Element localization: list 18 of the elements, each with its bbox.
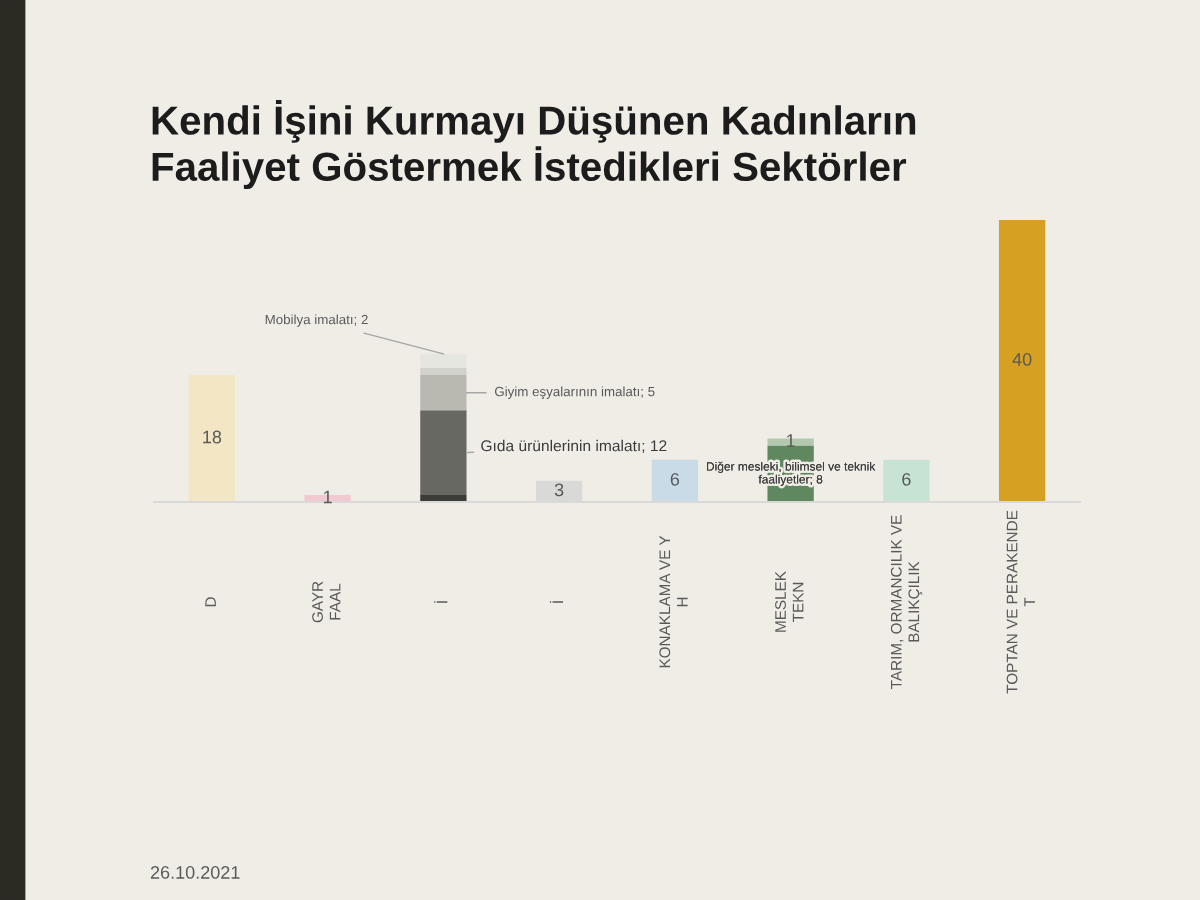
text: 26.10.2021 — [150, 866, 240, 879]
data-label: 3 — [554, 483, 564, 497]
data-label: 6 — [902, 472, 911, 486]
bar — [420, 375, 467, 411]
bar — [188, 375, 236, 502]
data-label: 1 — [786, 434, 795, 447]
data-label: 40 — [1012, 353, 1032, 366]
chart-title: Kendi İşini Kurmayı Düşünen Kadınların Faaliyet Göstermek İstedikleri Sektörler — [152, 100, 916, 190]
bar — [651, 459, 699, 502]
bar — [883, 459, 930, 502]
data-label: 6 — [670, 472, 680, 486]
bar — [998, 220, 1046, 502]
bar — [767, 438, 814, 446]
bar — [420, 368, 467, 376]
data-label: 1 — [323, 490, 332, 504]
bar — [420, 353, 467, 369]
data-label: 18 — [203, 430, 222, 444]
bar — [420, 410, 467, 495]
